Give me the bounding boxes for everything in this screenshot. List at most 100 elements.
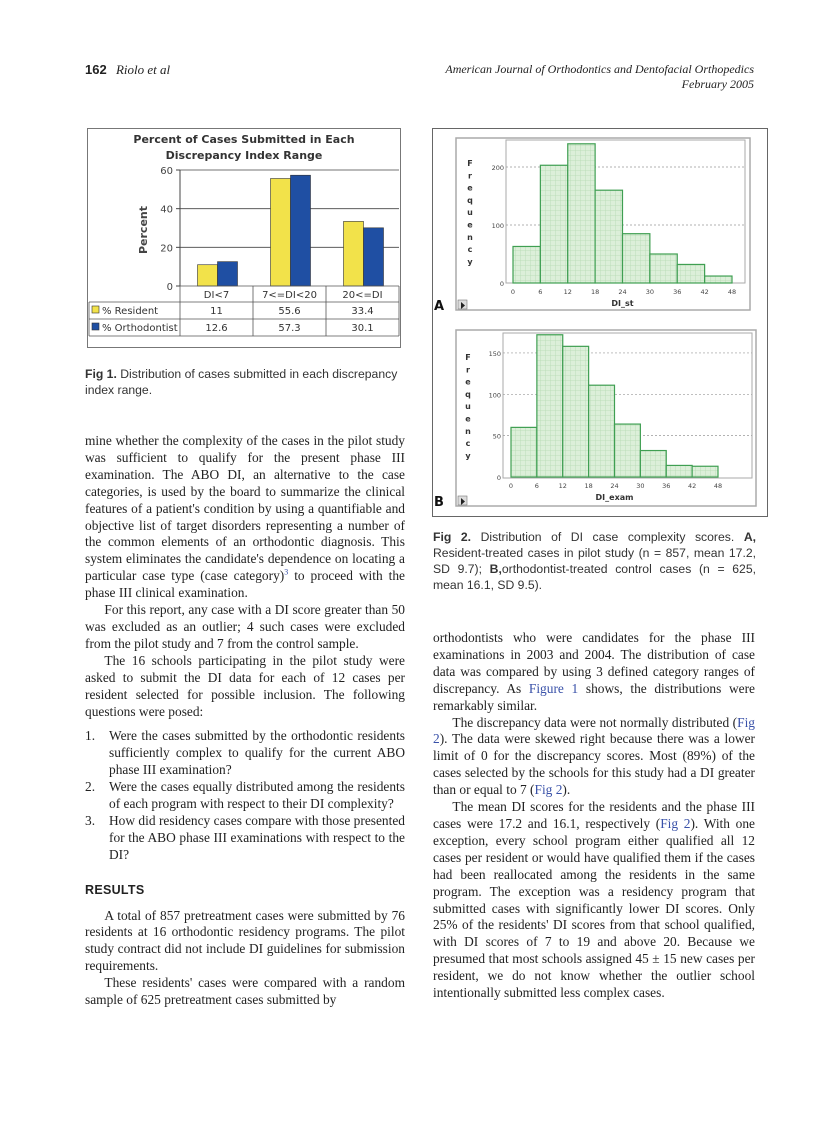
play-arrow-icon bbox=[461, 302, 465, 309]
chart-title: Percent of Cases Submitted in Each bbox=[133, 133, 354, 146]
data-label: 11 bbox=[210, 306, 223, 317]
paragraph: orthodontists who were candidates for th… bbox=[433, 630, 755, 715]
x-axis-label: DI_exam bbox=[596, 493, 634, 502]
category-label: 7<=DI<20 bbox=[262, 290, 317, 301]
y-axis-label: Percent bbox=[137, 206, 150, 254]
section-heading-results: RESULTS bbox=[85, 882, 145, 897]
x-tick-label: 18 bbox=[584, 482, 592, 490]
page-number: 162 bbox=[85, 62, 107, 77]
figure-2-caption-a-label: A, bbox=[743, 530, 757, 544]
running-header-right: American Journal of Orthodontics and Den… bbox=[445, 62, 754, 92]
paragraph: mine whether the complexity of the cases… bbox=[85, 433, 405, 602]
x-tick-label: 30 bbox=[646, 288, 654, 296]
paragraph: The mean DI scores for the residents and… bbox=[433, 799, 755, 1002]
text-span: The discrepancy data were not normally d… bbox=[452, 714, 738, 730]
y-axis-label-letter: q bbox=[465, 390, 471, 399]
y-tick-label: 150 bbox=[489, 350, 501, 358]
x-tick-label: 36 bbox=[662, 482, 670, 490]
histogram-bar bbox=[562, 345, 590, 478]
x-tick-label: 6 bbox=[538, 288, 542, 296]
figure-2-caption-b: orthodontist-treated control cases (n = … bbox=[433, 562, 756, 592]
histogram-bar bbox=[536, 334, 564, 478]
histogram-bar bbox=[639, 449, 667, 478]
right-column-text: orthodontists who were candidates for th… bbox=[433, 630, 755, 1002]
y-axis-label-letter: e bbox=[467, 221, 473, 230]
list-text: How did residency cases compare with tho… bbox=[109, 812, 405, 862]
x-tick-label: 12 bbox=[564, 288, 572, 296]
figure-2-caption-a: Resident-treated cases in pilot study (n… bbox=[433, 546, 756, 576]
paragraph: A total of 857 pretreatment cases were s… bbox=[85, 907, 405, 974]
y-axis-label-letter: u bbox=[465, 402, 471, 411]
y-axis-label-letter: y bbox=[465, 451, 471, 460]
y-tick-label: 50 bbox=[493, 433, 501, 441]
histogram-bar bbox=[665, 464, 693, 478]
list-item: 2. Were the cases equally distributed amo… bbox=[85, 779, 405, 813]
paragraph: These residents' cases were compared wit… bbox=[85, 975, 405, 1008]
histogram-bar bbox=[588, 384, 616, 478]
text-span: shows, the distributions were remarkably… bbox=[433, 680, 755, 713]
panel-label: A bbox=[434, 299, 444, 314]
x-tick-label: 36 bbox=[673, 288, 681, 296]
figure-1-label: Fig 1. bbox=[85, 367, 117, 381]
data-label: 33.4 bbox=[351, 306, 373, 317]
figure-2-link[interactable]: Fig 2 bbox=[534, 782, 563, 798]
y-tick-label: 20 bbox=[160, 243, 173, 254]
y-tick-label: 100 bbox=[492, 222, 504, 230]
x-tick-label: 24 bbox=[610, 482, 618, 490]
y-axis-label-letter: c bbox=[468, 245, 473, 254]
x-tick-label: 48 bbox=[714, 482, 722, 490]
x-tick-label: 30 bbox=[636, 482, 644, 490]
text-span: ). The data were skewed right because th… bbox=[433, 731, 755, 798]
x-tick-label: 0 bbox=[511, 288, 515, 296]
histogram-bar bbox=[704, 275, 733, 284]
x-tick-label: 42 bbox=[688, 482, 696, 490]
y-axis-label-letter: y bbox=[467, 257, 473, 266]
figure-2-caption-intro: Distribution of DI case complexity score… bbox=[480, 530, 735, 544]
reference-link[interactable]: 3 bbox=[284, 567, 289, 577]
question-list: 1. Were the cases submitted by the orthod… bbox=[85, 728, 405, 863]
running-header-left: 162 Riolo et al bbox=[85, 62, 170, 78]
figure-1-caption: Fig 1. Distribution of cases submitted i… bbox=[85, 366, 405, 398]
y-axis-label-letter: e bbox=[465, 378, 471, 387]
histogram-bar bbox=[621, 233, 651, 284]
x-axis-label: DI_st bbox=[611, 299, 633, 308]
x-tick-label: 18 bbox=[591, 288, 599, 296]
x-tick-label: 42 bbox=[700, 288, 708, 296]
legend-swatch bbox=[91, 322, 100, 331]
x-tick-label: 0 bbox=[509, 482, 513, 490]
paragraph: The discrepancy data were not normally d… bbox=[433, 715, 755, 800]
bar-resident bbox=[343, 221, 364, 287]
figure-2-label: Fig 2. bbox=[433, 530, 471, 544]
text-span: mine whether the complexity of the cases… bbox=[85, 433, 405, 584]
issue-date: February 2005 bbox=[681, 77, 754, 91]
y-axis-label-letter: F bbox=[465, 353, 470, 362]
x-tick-label: 24 bbox=[618, 288, 626, 296]
list-item: 3. How did residency cases compare with t… bbox=[85, 813, 405, 864]
list-number: 2. bbox=[85, 779, 96, 795]
bar-resident bbox=[270, 178, 291, 287]
play-arrow-icon bbox=[461, 498, 465, 505]
figure-1-chart: Percent of Cases Submitted in Each Discre… bbox=[87, 128, 401, 348]
figure-1-link[interactable]: Figure 1 bbox=[528, 680, 579, 696]
y-axis-label-letter: F bbox=[467, 159, 472, 168]
y-tick-label: 0 bbox=[497, 474, 501, 482]
legend-label: % Orthodontist bbox=[102, 323, 178, 334]
data-label: 30.1 bbox=[351, 323, 373, 334]
running-authors: Riolo et al bbox=[115, 62, 171, 77]
figure-2-link[interactable]: Fig 2 bbox=[660, 815, 691, 831]
figure-2-link[interactable]: Fig 2 bbox=[433, 714, 755, 747]
y-axis-label-letter: n bbox=[465, 427, 471, 436]
figure-2-caption-b-label: B, bbox=[489, 562, 502, 576]
bar-orthodontist bbox=[290, 174, 311, 287]
figure-1-caption-text: Distribution of cases submitted in each … bbox=[85, 367, 398, 397]
legend-swatch bbox=[91, 305, 100, 314]
x-tick-label: 48 bbox=[728, 288, 736, 296]
y-axis-label-letter: u bbox=[467, 208, 473, 217]
list-text: Were the cases equally distributed among… bbox=[109, 779, 405, 812]
journal-name: American Journal of Orthodontics and Den… bbox=[445, 62, 754, 76]
text-span: to proceed with the phase III clinical e… bbox=[85, 568, 405, 601]
list-item: 1. Were the cases submitted by the orthod… bbox=[85, 728, 405, 779]
histogram-bar bbox=[649, 253, 678, 284]
